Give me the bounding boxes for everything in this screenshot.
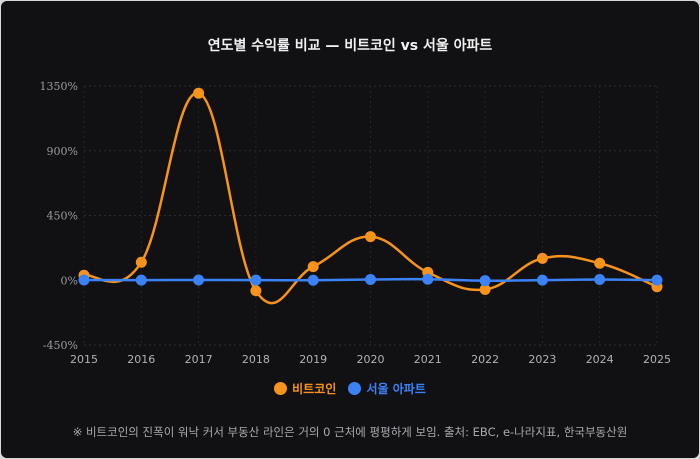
x-tick-label: 2018 <box>242 353 270 366</box>
y-tick-label: 900% <box>47 145 78 158</box>
legend: 비트코인 서울 아파트 <box>1 380 699 398</box>
x-tick-label: 2022 <box>471 353 499 366</box>
x-tick-label: 2015 <box>70 353 98 366</box>
line-chart: -450% 0% 450% 900% 1350% 2015 2016 2017 2018 2019… <box>40 80 671 366</box>
x-tick-label: 2023 <box>528 353 556 366</box>
y-tick-label: 1350% <box>40 80 78 93</box>
x-tick-label: 2019 <box>299 353 327 366</box>
data-point-seoul-apartment <box>193 274 205 286</box>
data-point-bitcoin <box>250 285 262 297</box>
x-tick-label: 2024 <box>586 353 614 366</box>
chart-title: 연도별 수익률 비교 — 비트코인 vs 서울 아파트 <box>207 38 493 54</box>
data-point-seoul-apartment <box>250 274 262 286</box>
x-tick-label: 2025 <box>643 353 671 366</box>
footnote: ※ 비트코인의 진폭이 워낙 커서 부동산 라인은 거의 0 근처에 평평하게 … <box>72 425 628 439</box>
data-point-seoul-apartment <box>78 274 90 286</box>
data-point-seoul-apartment <box>135 274 147 286</box>
data-point-seoul-apartment <box>651 274 663 286</box>
legend-item-seoul-apartment[interactable]: 서울 아파트 <box>348 380 426 397</box>
legend-item-bitcoin[interactable]: 비트코인 <box>274 380 336 397</box>
data-point-bitcoin <box>536 252 548 264</box>
data-point-bitcoin <box>307 261 319 273</box>
data-point-seoul-apartment <box>536 274 548 286</box>
data-point-bitcoin <box>594 257 606 269</box>
y-tick-label: -450% <box>43 339 78 352</box>
legend-marker-seoul-apartment <box>348 382 362 395</box>
data-point-seoul-apartment <box>479 275 491 287</box>
legend-label-seoul-apartment: 서울 아파트 <box>366 382 426 396</box>
data-point-bitcoin <box>479 283 491 295</box>
data-point-seoul-apartment <box>594 274 606 286</box>
data-point-seoul-apartment <box>365 274 376 286</box>
x-tick-label: 2020 <box>357 353 385 366</box>
y-tick-label: 0% <box>61 274 78 287</box>
x-tick-label: 2021 <box>414 353 442 366</box>
data-point-bitcoin <box>193 87 205 99</box>
data-point-seoul-apartment <box>307 274 319 286</box>
data-point-bitcoin <box>365 231 376 243</box>
legend-label-bitcoin: 비트코인 <box>292 382 337 396</box>
x-tick-label: 2016 <box>127 353 155 366</box>
x-tick-label: 2017 <box>185 353 213 366</box>
data-point-seoul-apartment <box>422 273 434 285</box>
data-point-bitcoin <box>135 256 147 268</box>
legend-marker-bitcoin <box>274 382 288 395</box>
y-tick-label: 450% <box>47 210 78 223</box>
